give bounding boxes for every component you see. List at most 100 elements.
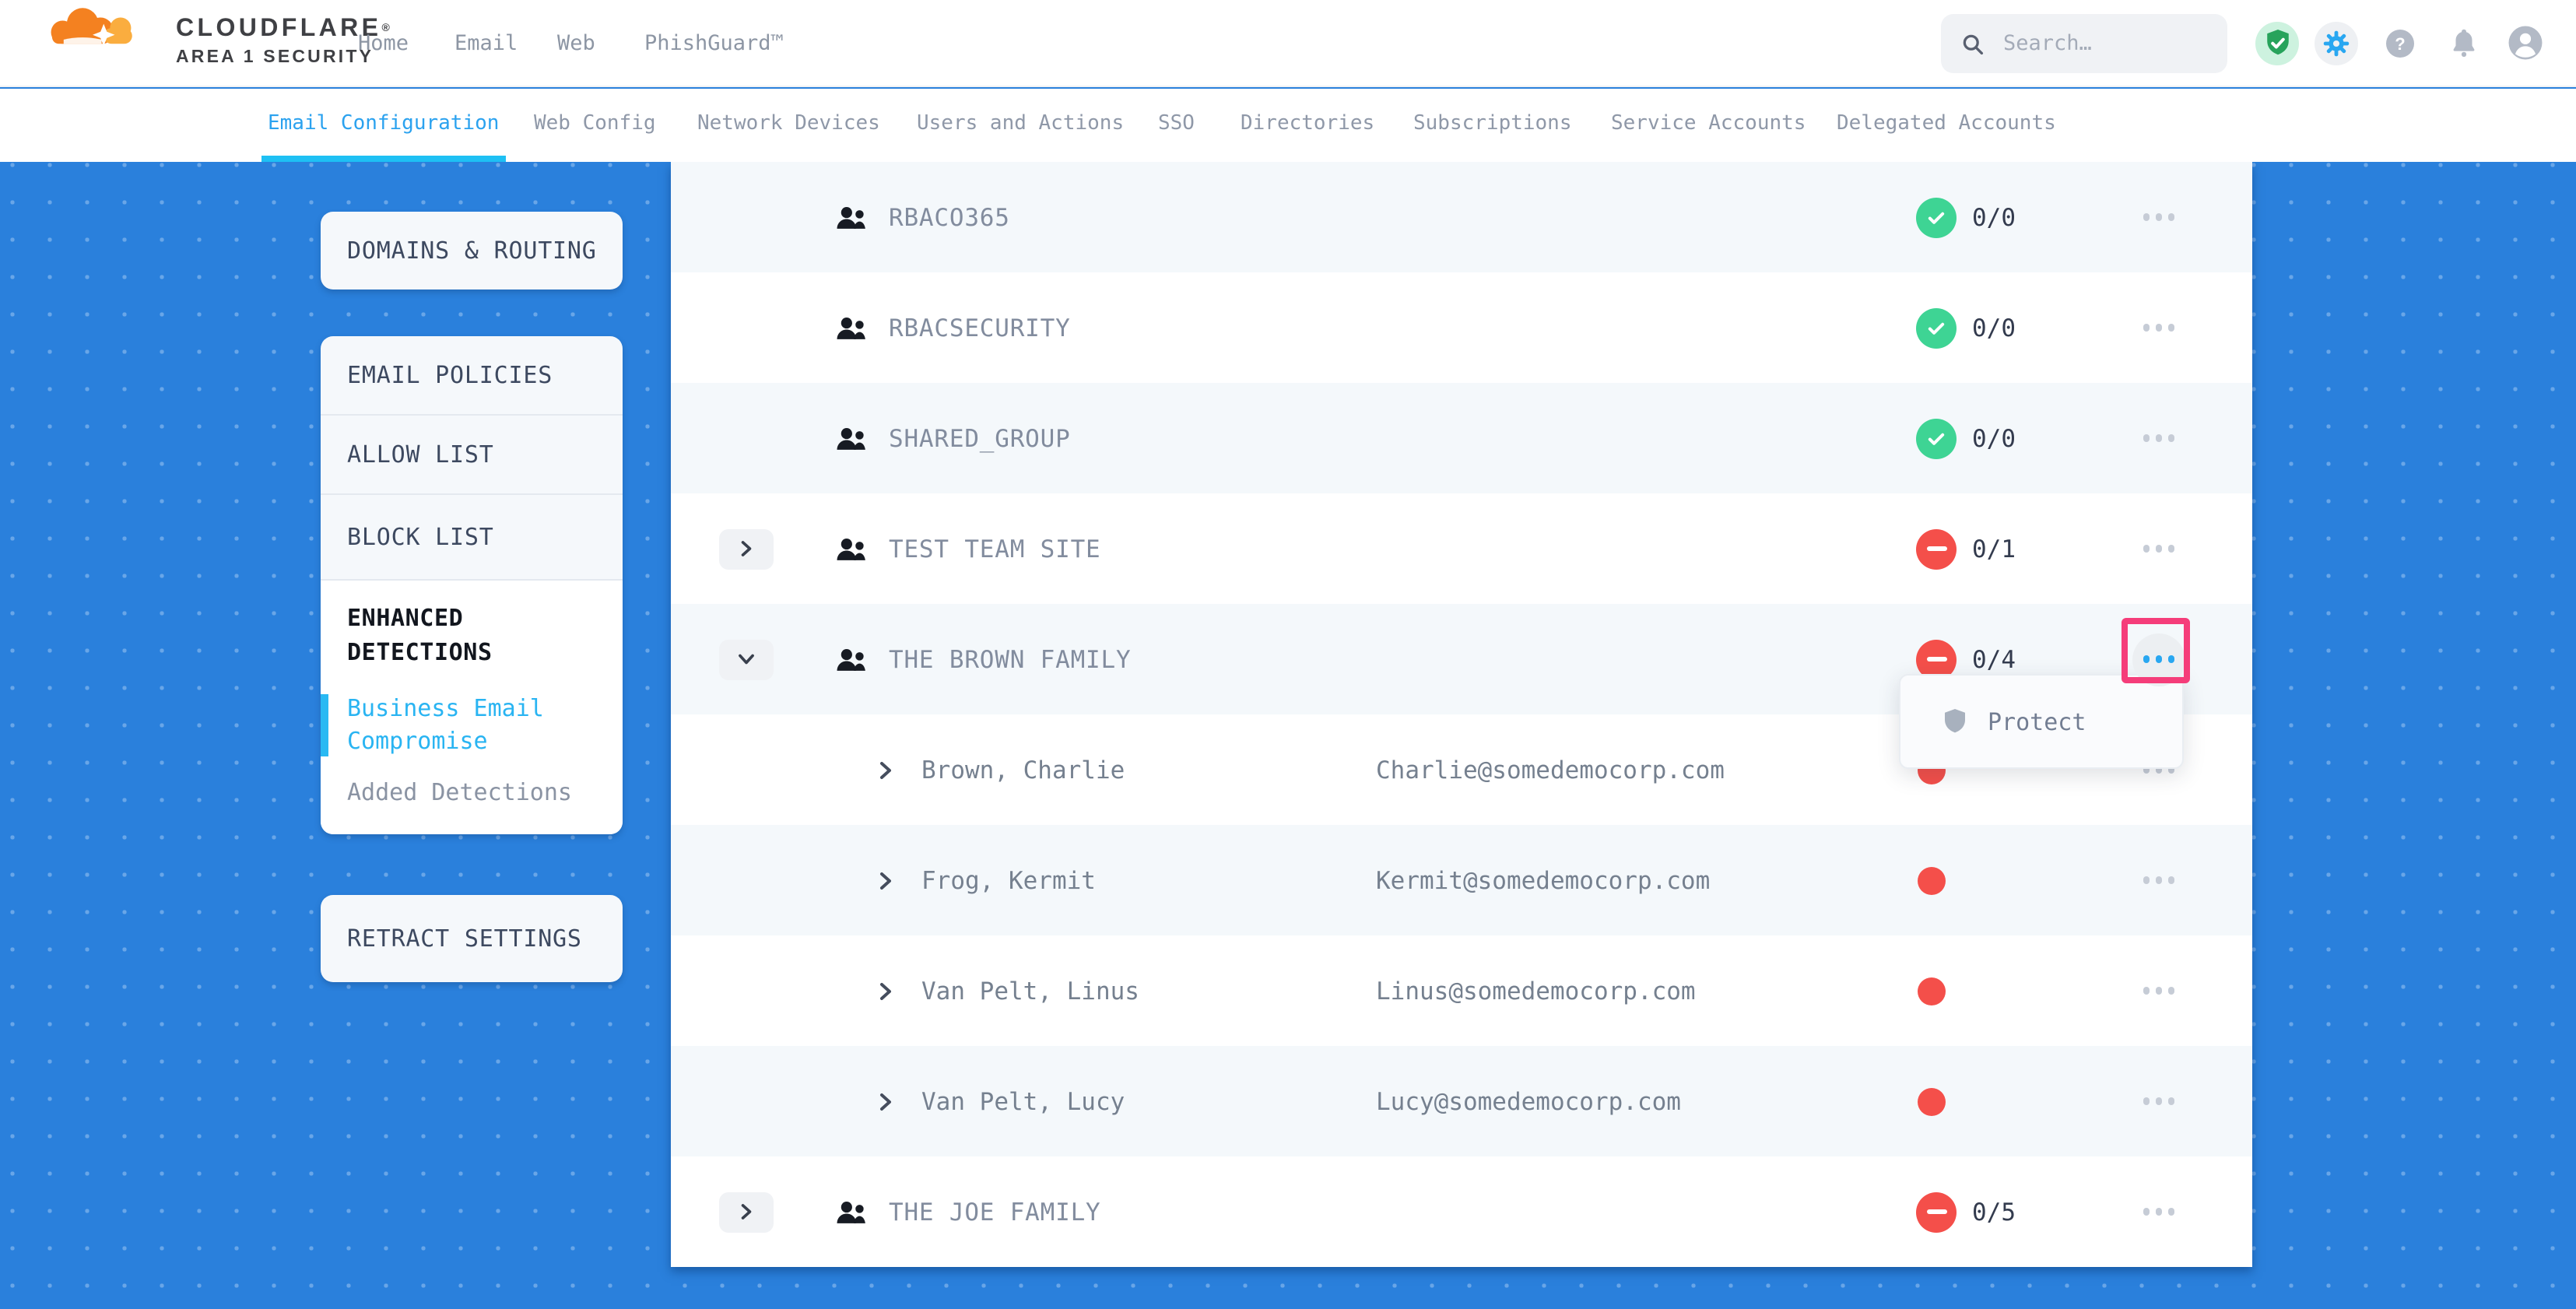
row-menu-button[interactable] — [2132, 743, 2185, 796]
security-shield-button[interactable] — [2255, 22, 2299, 65]
search-input[interactable] — [2000, 30, 2202, 58]
group-name: THE BROWN FAMILY — [889, 645, 1132, 673]
group-icon — [837, 648, 865, 670]
sidebar-item-label: Business Email Compromise — [347, 693, 544, 754]
row-menu-button[interactable] — [2132, 522, 2185, 575]
row-menu-button[interactable] — [2132, 964, 2185, 1017]
row-menu-button[interactable] — [2132, 1185, 2185, 1238]
protected-count: 0/4 — [1972, 645, 2016, 673]
tab-email-configuration[interactable]: Email Configuration — [261, 89, 505, 162]
brand-name: CLOUDFLARE — [176, 16, 382, 42]
cloudflare-logo-icon — [51, 8, 132, 47]
chevron-down-icon — [739, 654, 754, 665]
tab-subscriptions[interactable]: Subscriptions — [1413, 112, 1572, 135]
tab-sso[interactable]: SSO — [1158, 112, 1195, 135]
search-icon — [1963, 33, 1984, 54]
member-chevron-icon — [880, 872, 891, 889]
protected-count: 0/0 — [1972, 314, 2016, 342]
status-protected-icon — [1916, 418, 1957, 458]
menu-item-protect[interactable]: Protect — [1900, 707, 2182, 735]
member-chevron-icon — [880, 761, 891, 778]
nav-home[interactable]: Home — [358, 31, 409, 56]
group-name: RBACO365 — [889, 203, 1010, 231]
group-icon — [837, 317, 865, 339]
sidebar-item-added-detections[interactable]: Added Detections — [347, 777, 572, 805]
tab-network-devices[interactable]: Network Devices — [697, 112, 880, 135]
member-chevron-icon — [880, 1093, 891, 1110]
tab-web-config[interactable]: Web Config — [534, 112, 656, 135]
table-row: Frog, Kermit Kermit@somedemocorp.com — [671, 825, 2252, 935]
group-name: RBACSECURITY — [889, 314, 1071, 342]
row-menu-button[interactable] — [2132, 301, 2185, 354]
table-row: THE BROWN FAMILY 0/4 — [671, 604, 2252, 714]
expand-button[interactable] — [719, 528, 774, 569]
member-email: Charlie@somedemocorp.com — [1376, 756, 1725, 784]
table-row: THE JOE FAMILY 0/5 — [671, 1156, 2252, 1267]
group-icon — [837, 206, 865, 228]
table-row: Van Pelt, Linus Linus@somedemocorp.com — [671, 935, 2252, 1046]
account-button[interactable] — [2508, 25, 2543, 61]
table-row: TEST TEAM SITE 0/1 — [671, 493, 2252, 604]
sidebar-item-block-list[interactable]: BLOCK LIST — [347, 523, 494, 551]
search-box[interactable] — [1941, 14, 2227, 73]
bell-icon — [2453, 29, 2475, 57]
row-menu-button[interactable] — [2132, 191, 2185, 244]
status-unprotected-icon — [1916, 639, 1957, 679]
shield-icon — [1945, 708, 1965, 732]
group-name: THE JOE FAMILY — [889, 1198, 1101, 1226]
protected-count: 0/0 — [1972, 203, 2016, 231]
collapse-button[interactable] — [719, 639, 774, 679]
member-email: Linus@somedemocorp.com — [1376, 977, 1696, 1005]
sidebar-item-allow-list[interactable]: ALLOW LIST — [347, 440, 494, 469]
row-menu-button[interactable] — [2132, 1075, 2185, 1128]
status-protected-icon — [1916, 307, 1957, 348]
status-unprotected-icon — [1916, 528, 1957, 569]
group-name: TEST TEAM SITE — [889, 535, 1101, 563]
active-item-indicator — [321, 693, 328, 756]
brand-text: CLOUDFLARE® AREA 1 SECURITY — [176, 16, 393, 67]
member-email: Kermit@somedemocorp.com — [1376, 866, 1711, 894]
expand-button[interactable] — [719, 1191, 774, 1232]
menu-item-label: Protect — [1988, 707, 2086, 735]
sidebar-item-enhanced-detections[interactable]: ENHANCED DETECTIONS — [347, 604, 493, 666]
sidebar-item-domains-routing[interactable]: DOMAINS & ROUTING — [347, 237, 597, 265]
group-icon — [837, 1201, 865, 1223]
help-button[interactable]: ? — [2386, 30, 2414, 58]
tab-service-accounts[interactable]: Service Accounts — [1611, 112, 1806, 135]
member-name: Van Pelt, Linus — [921, 977, 1139, 1005]
protected-count: 0/0 — [1972, 424, 2016, 452]
table-row: Brown, Charlie Charlie@somedemocorp.com — [671, 714, 2252, 825]
row-menu-button-active[interactable] — [2132, 633, 2185, 686]
table-row: Van Pelt, Lucy Lucy@somedemocorp.com — [671, 1046, 2252, 1156]
chevron-right-icon — [741, 1204, 752, 1220]
table-row: RBACSECURITY 0/0 — [671, 272, 2252, 383]
nav-email[interactable]: Email — [454, 31, 518, 56]
tab-users-and-actions[interactable]: Users and Actions — [917, 112, 1125, 135]
group-icon — [837, 538, 865, 560]
row-menu-button[interactable] — [2132, 854, 2185, 907]
tab-delegated-accounts[interactable]: Delegated Accounts — [1837, 112, 2056, 135]
sidebar-item-business-email-compromise[interactable]: Business Email Compromise — [321, 692, 596, 757]
member-name: Brown, Charlie — [921, 756, 1125, 784]
tab-directories[interactable]: Directories — [1241, 112, 1375, 135]
groups-table: RBACO365 0/0 RBACSECURITY 0/0 — [671, 162, 2252, 1267]
table-row: SHARED_GROUP 0/0 — [671, 383, 2252, 493]
member-name: Frog, Kermit — [921, 866, 1096, 894]
svg-text:?: ? — [2395, 34, 2405, 54]
sidebar-item-email-policies[interactable]: EMAIL POLICIES — [347, 361, 553, 389]
sidebar-section-enhanced-detections: ENHANCED DETECTIONS Business Email Compr… — [321, 581, 623, 833]
row-menu-button[interactable] — [2132, 412, 2185, 465]
highlight-box — [2122, 618, 2190, 683]
sidebar-card-retract: RETRACT SETTINGS — [321, 895, 623, 982]
section-tabs: Email Configuration Web Config Network D… — [0, 89, 2576, 162]
sidebar-item-retract-settings[interactable]: RETRACT SETTINGS — [347, 925, 582, 953]
nav-web[interactable]: Web — [557, 31, 595, 56]
question-icon: ? — [2386, 30, 2414, 58]
shield-check-icon — [2266, 30, 2288, 55]
settings-gear-button[interactable] — [2315, 22, 2358, 65]
nav-phishguard[interactable]: PhishGuard™ — [644, 31, 784, 56]
top-header: CLOUDFLARE® AREA 1 SECURITY Home Email W… — [0, 0, 2576, 87]
sidebar-card-domains-routing: DOMAINS & ROUTING — [321, 212, 623, 290]
notifications-button[interactable] — [2450, 26, 2478, 59]
